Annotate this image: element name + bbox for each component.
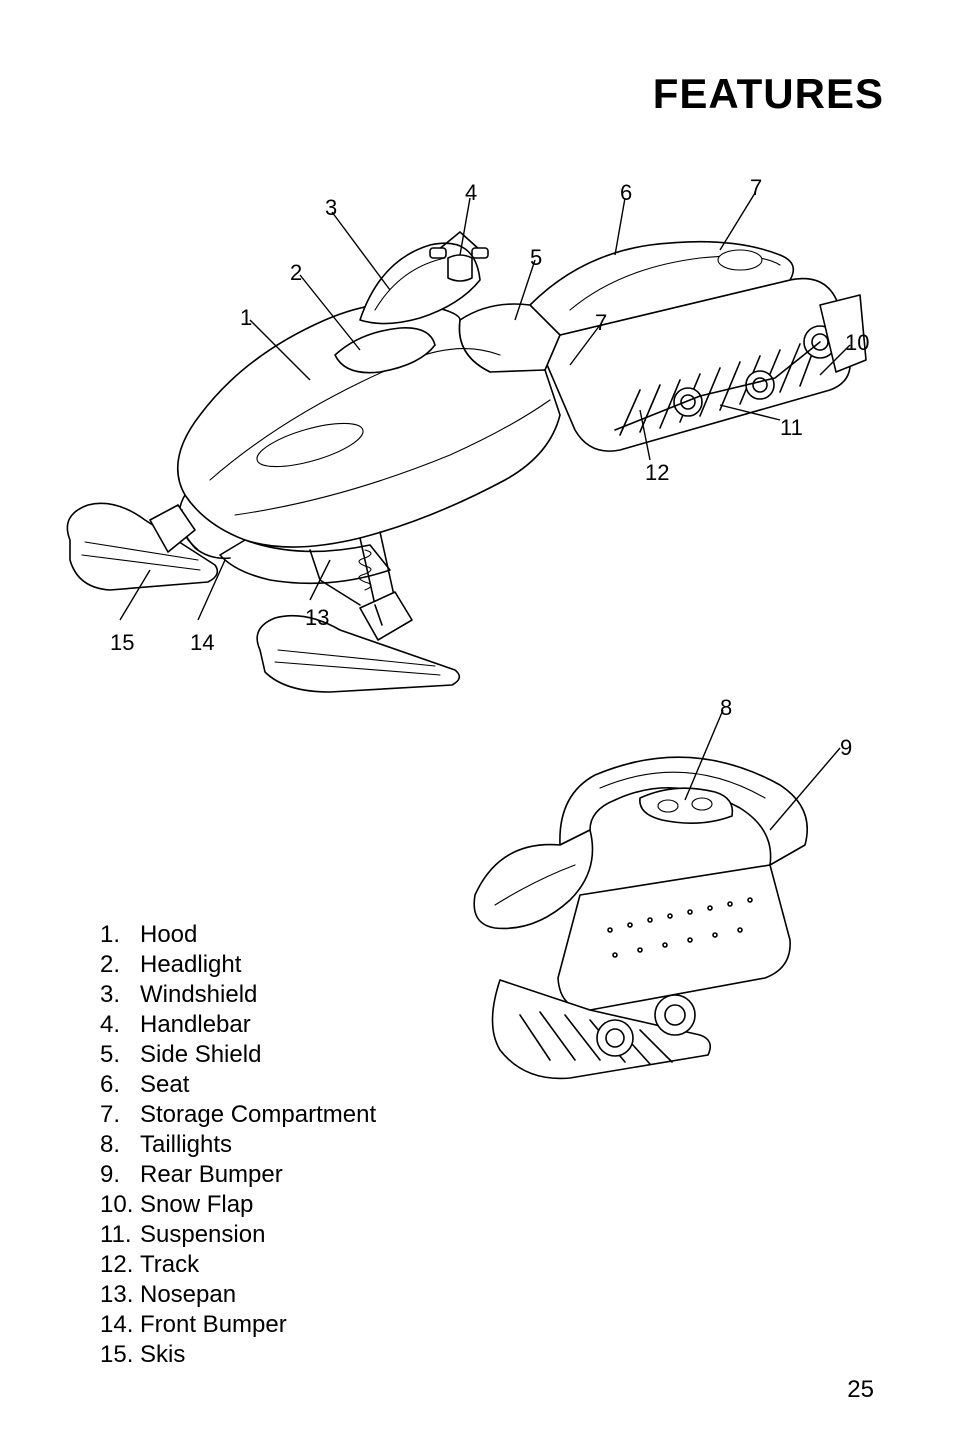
legend-label: Seat xyxy=(140,1070,189,1100)
legend-number: 2. xyxy=(100,950,140,980)
callout-number: 15 xyxy=(110,630,134,656)
legend-row: 13.Nosepan xyxy=(100,1280,376,1310)
legend-number: 15. xyxy=(100,1340,140,1370)
legend-number: 14. xyxy=(100,1310,140,1340)
callout-number: 14 xyxy=(190,630,214,656)
page-title: FEATURES xyxy=(653,70,884,118)
callout-number: 4 xyxy=(465,180,477,206)
snow-flap-rear xyxy=(558,865,790,1010)
callout-number: 12 xyxy=(645,460,669,486)
legend-label: Nosepan xyxy=(140,1280,236,1310)
callout-number: 6 xyxy=(620,180,632,206)
legend-number: 1. xyxy=(100,920,140,950)
legend-number: 6. xyxy=(100,1070,140,1100)
legend-row: 7.Storage Compartment xyxy=(100,1100,376,1130)
legend-row: 2.Headlight xyxy=(100,950,376,980)
legend-row: 8.Taillights xyxy=(100,1130,376,1160)
snowmobile-rear-svg xyxy=(440,680,900,1080)
legend-label: Storage Compartment xyxy=(140,1100,376,1130)
legend-row: 9.Rear Bumper xyxy=(100,1160,376,1190)
features-legend: 1.Hood2.Headlight3.Windshield4.Handlebar… xyxy=(100,920,376,1370)
legend-row: 11.Suspension xyxy=(100,1220,376,1250)
taillights xyxy=(640,788,733,823)
callout-number: 7 xyxy=(595,310,607,336)
page-number: 25 xyxy=(847,1376,874,1404)
legend-label: Handlebar xyxy=(140,1010,251,1040)
legend-row: 10.Snow Flap xyxy=(100,1190,376,1220)
legend-label: Skis xyxy=(140,1340,185,1370)
diagram-snowmobile-rear: 89 xyxy=(440,680,900,1080)
legend-number: 10. xyxy=(100,1190,140,1220)
leader-line xyxy=(332,212,390,290)
leader-line xyxy=(720,193,755,250)
callout-number: 10 xyxy=(845,330,869,356)
legend-label: Snow Flap xyxy=(140,1190,253,1220)
callout-number: 9 xyxy=(840,735,852,761)
legend-label: Hood xyxy=(140,920,197,950)
legend-row: 5.Side Shield xyxy=(100,1040,376,1070)
leader-line xyxy=(615,198,625,255)
callout-number: 7 xyxy=(750,175,762,201)
legend-label: Front Bumper xyxy=(140,1310,287,1340)
legend-label: Track xyxy=(140,1250,199,1280)
legend-row: 6.Seat xyxy=(100,1070,376,1100)
legend-label: Rear Bumper xyxy=(140,1160,283,1190)
legend-row: 14.Front Bumper xyxy=(100,1310,376,1340)
legend-label: Side Shield xyxy=(140,1040,261,1070)
diagram-snowmobile-main: 12345677101112131415 xyxy=(60,160,890,700)
callout-number: 8 xyxy=(720,695,732,721)
legend-number: 13. xyxy=(100,1280,140,1310)
callout-number: 5 xyxy=(530,245,542,271)
legend-row: 1.Hood xyxy=(100,920,376,950)
legend-row: 3.Windshield xyxy=(100,980,376,1010)
legend-number: 9. xyxy=(100,1160,140,1190)
legend-number: 8. xyxy=(100,1130,140,1160)
legend-row: 12.Track xyxy=(100,1250,376,1280)
legend-label: Suspension xyxy=(140,1220,265,1250)
legend-number: 3. xyxy=(100,980,140,1010)
legend-label: Taillights xyxy=(140,1130,232,1160)
legend-number: 7. xyxy=(100,1100,140,1130)
legend-number: 5. xyxy=(100,1040,140,1070)
snowmobile-main-svg xyxy=(60,160,890,700)
legend-number: 11. xyxy=(100,1220,140,1250)
ski-right xyxy=(257,592,459,692)
legend-number: 12. xyxy=(100,1250,140,1280)
callout-number: 11 xyxy=(780,415,803,441)
legend-label: Headlight xyxy=(140,950,241,980)
leader-line xyxy=(460,198,470,255)
callout-number: 2 xyxy=(290,260,302,286)
legend-label: Windshield xyxy=(140,980,257,1010)
callout-number: 1 xyxy=(240,305,252,331)
callout-number: 13 xyxy=(305,605,329,631)
legend-row: 15.Skis xyxy=(100,1340,376,1370)
legend-number: 4. xyxy=(100,1010,140,1040)
callout-number: 3 xyxy=(325,195,337,221)
legend-row: 4.Handlebar xyxy=(100,1010,376,1040)
